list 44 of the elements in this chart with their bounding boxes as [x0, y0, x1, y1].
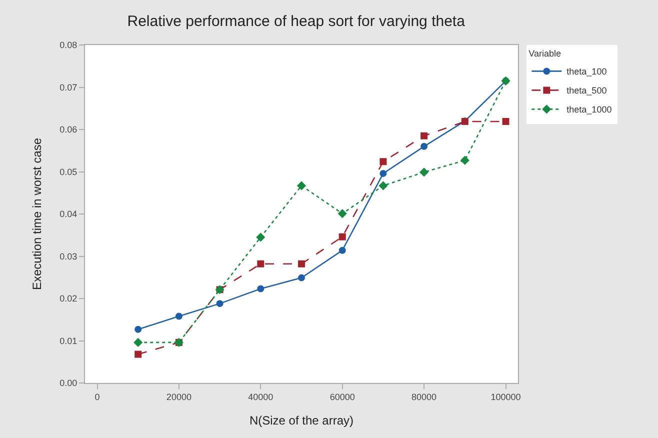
point — [134, 326, 142, 333]
y-tick-label: 0.07 — [60, 82, 78, 92]
point — [338, 233, 346, 240]
point — [338, 209, 347, 218]
legend-label: theta_500 — [566, 86, 607, 96]
y-tick-label: 0.03 — [60, 251, 78, 262]
point — [380, 170, 387, 177]
x-tick-label: 40000 — [248, 392, 274, 402]
y-tick-label: 0.00 — [60, 378, 78, 388]
point — [257, 285, 264, 292]
point — [420, 132, 428, 140]
point — [378, 181, 388, 190]
legend-label: theta_100 — [566, 66, 607, 77]
point — [298, 274, 305, 282]
point — [256, 232, 266, 242]
chart-title: Relative performance of heap sort for varying theta — [127, 12, 466, 30]
x-tick-label: 0 — [94, 392, 100, 402]
point — [420, 168, 429, 177]
x-tick-label: 20000 — [166, 392, 192, 402]
point — [257, 260, 264, 268]
x-tick-label: 60000 — [330, 392, 355, 402]
y-tick-label: 0.05 — [60, 166, 78, 177]
y-tick-label: 0.08 — [60, 40, 78, 50]
point — [216, 300, 224, 308]
point — [420, 142, 428, 150]
point — [502, 118, 510, 125]
legend-label: theta_1000 — [566, 104, 612, 115]
point — [298, 260, 305, 268]
y-tick-label: 0.02 — [60, 294, 78, 304]
y-tick-label: 0.04 — [60, 209, 78, 220]
x-tick-label: 80000 — [412, 392, 437, 402]
point — [296, 181, 306, 190]
y-tick-label: 0.06 — [60, 124, 78, 135]
x-tick-label: 100000 — [490, 392, 521, 402]
point — [134, 350, 142, 358]
point — [338, 246, 346, 254]
point — [134, 338, 143, 347]
legend-title: Variable — [528, 48, 562, 59]
y-axis-title: Execution time in worst case — [30, 138, 44, 290]
point — [380, 158, 387, 166]
x-axis-title: N(Size of the array) — [249, 414, 354, 428]
point — [175, 312, 182, 320]
point — [460, 156, 470, 165]
y-tick-label: 0.01 — [60, 336, 78, 346]
